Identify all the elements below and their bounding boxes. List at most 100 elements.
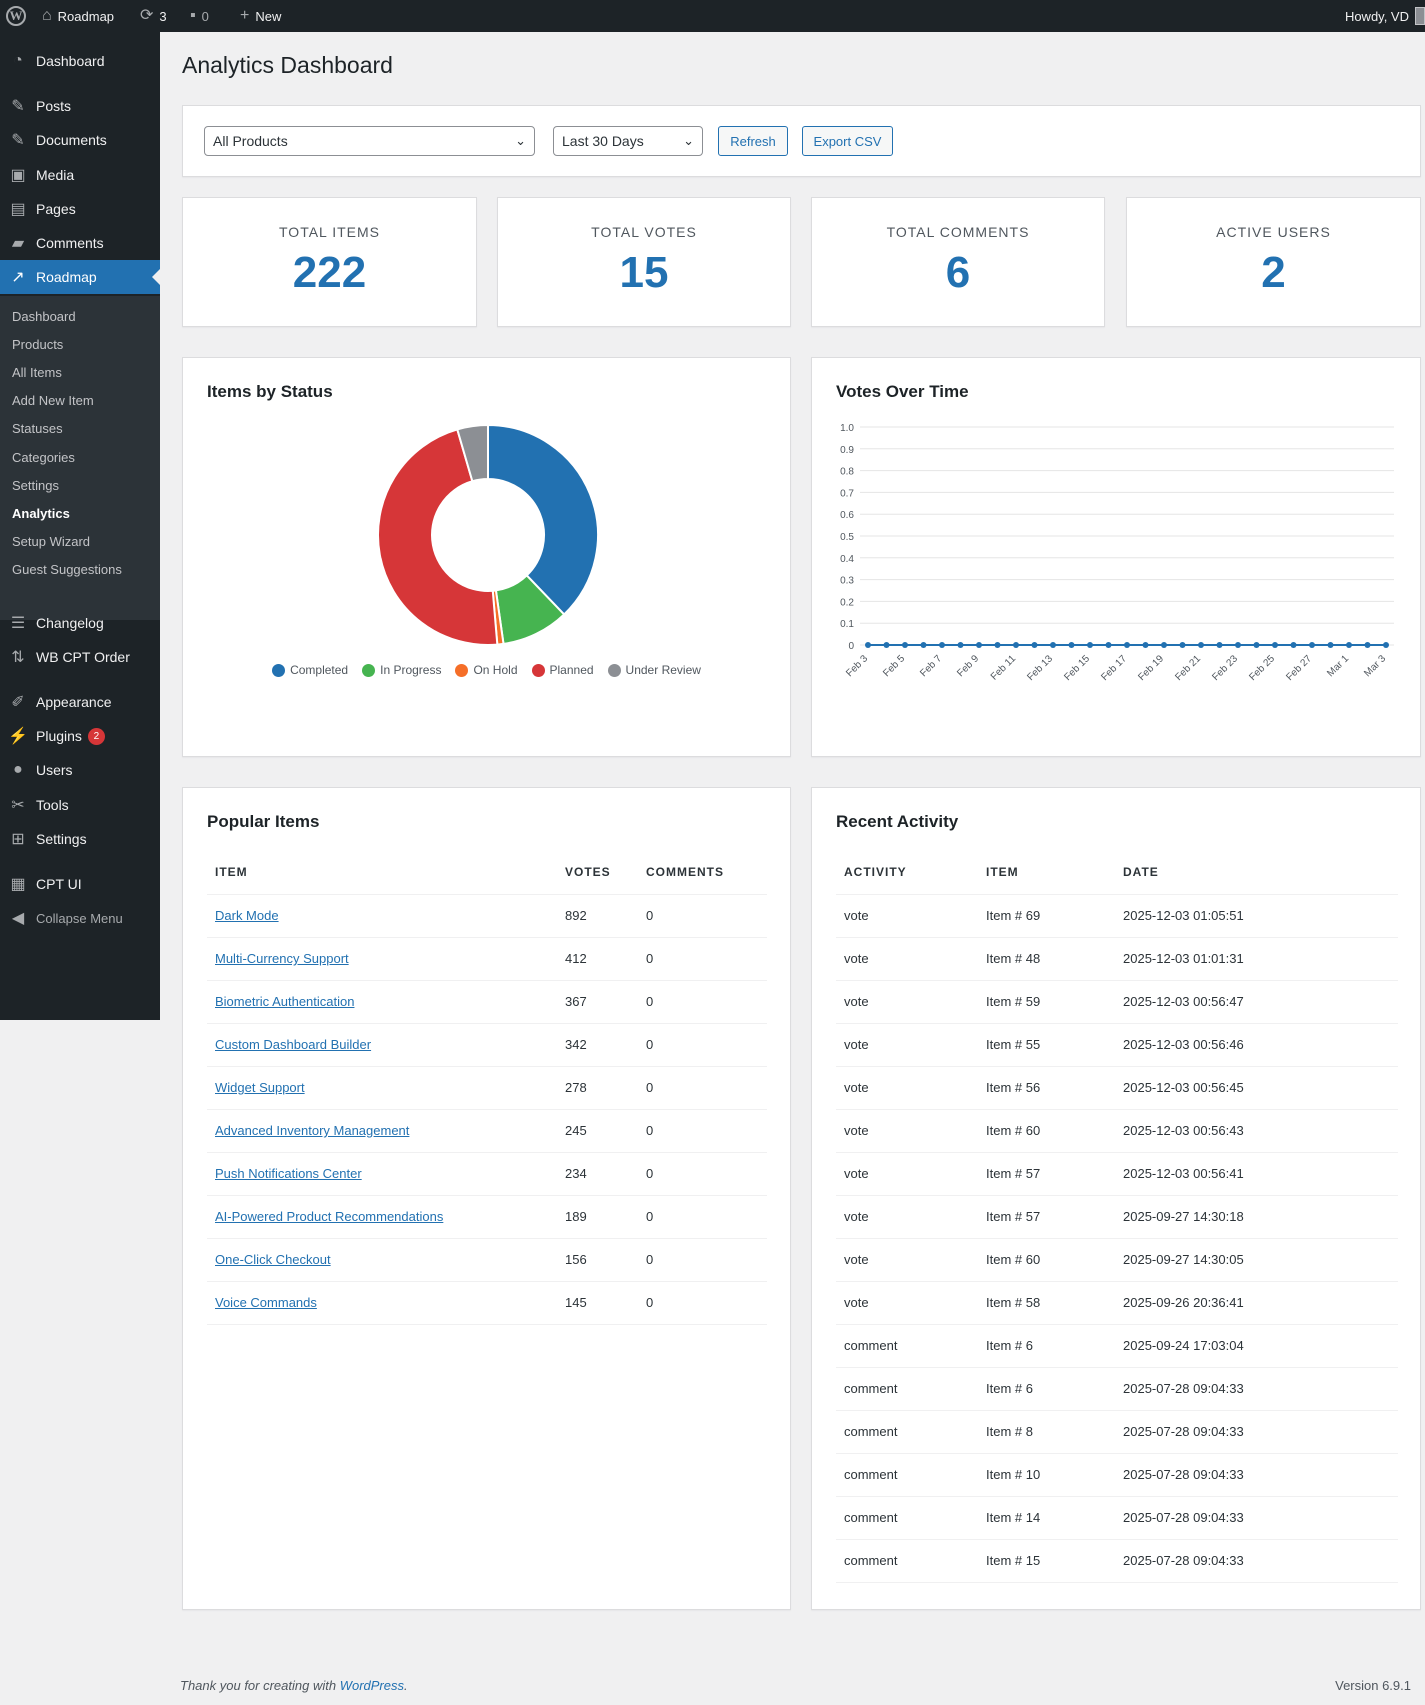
item-link[interactable]: AI-Powered Product Recommendations [215, 1209, 444, 1224]
submenu-dashboard[interactable]: Dashboard [12, 308, 76, 324]
menu-plugins[interactable]: ⚡ Plugins 2 [0, 719, 160, 753]
item-link[interactable]: Widget Support [215, 1080, 305, 1095]
data-point [1124, 642, 1130, 648]
y-tick-label: 0 [848, 641, 854, 652]
menu-label: WB CPT Order [36, 649, 130, 665]
item-link[interactable]: Biometric Authentication [215, 994, 355, 1009]
legend-item[interactable]: Planned [531, 663, 594, 677]
menu-appearance[interactable]: ✐ Appearance [0, 685, 160, 719]
item-link[interactable]: Dark Mode [215, 908, 279, 923]
item-cell: Item # 56 [978, 1066, 1115, 1110]
table-row: vote Item # 56 2025-12-03 00:56:45 [836, 1066, 1398, 1110]
legend-swatch [272, 663, 286, 677]
votes-cell: 367 [557, 980, 638, 1024]
stat-label: TOTAL ITEMS [279, 224, 380, 240]
wordpress-link[interactable]: WordPress [339, 1678, 404, 1693]
legend-label: Planned [549, 663, 594, 677]
y-tick-label: 0.7 [840, 488, 854, 499]
panel-title: Recent Activity [836, 812, 959, 831]
home-icon: ⌂ [42, 7, 52, 24]
menu-roadmap[interactable]: ↗ Roadmap [0, 260, 160, 294]
popular-items-body: Dark Mode 892 0 Multi-Currency Support 412 0 B… [207, 894, 767, 1325]
submenu-analytics[interactable]: Analytics [12, 505, 70, 521]
menu-posts[interactable]: ✎ Posts [0, 89, 160, 123]
menu-dashboard[interactable]: ◔ Dashboard [0, 44, 160, 78]
activity-type-cell: vote [836, 1109, 978, 1153]
legend-item[interactable]: Completed [272, 663, 348, 677]
legend-swatch [362, 663, 376, 677]
updates-link[interactable]: ⟳ 3 [140, 0, 167, 32]
refresh-button[interactable]: Refresh [718, 126, 788, 156]
stat-card-total-comments: TOTAL COMMENTS 6 [811, 197, 1105, 327]
avatar [1415, 7, 1425, 25]
panel-title: Votes Over Time [836, 382, 969, 401]
product-select[interactable]: All Products ⌄ [204, 126, 535, 156]
menu-pages[interactable]: ▤ Pages [0, 192, 160, 226]
panel-title: Popular Items [207, 812, 320, 831]
footer-version: Version 6.9.1 [1335, 1678, 1411, 1693]
item-link[interactable]: Advanced Inventory Management [215, 1123, 410, 1138]
table-row: comment Item # 10 2025-07-28 09:04:33 [836, 1453, 1398, 1497]
activity-type-cell: vote [836, 980, 978, 1024]
data-point [1235, 642, 1241, 648]
menu-settings[interactable]: ⊞ Settings [0, 822, 160, 856]
submenu-add-new-item[interactable]: Add New Item [12, 392, 94, 408]
y-tick-label: 1.0 [840, 423, 854, 434]
pin-icon: ✎ [11, 98, 25, 115]
legend-swatch [455, 663, 469, 677]
menu-changelog[interactable]: ☰ Changelog [0, 606, 160, 640]
chevron-down-icon: ⌄ [683, 133, 694, 148]
data-point [1105, 642, 1112, 648]
page-title: Analytics Dashboard [182, 52, 393, 78]
x-tick-label: Feb 11 [989, 653, 1019, 683]
y-tick-label: 0.4 [840, 554, 854, 565]
menu-comments[interactable]: ▰ Comments [0, 226, 160, 260]
submenu-setup-wizard[interactable]: Setup Wizard [12, 533, 91, 549]
y-tick-label: 0.3 [840, 576, 854, 587]
menu-cpt-ui[interactable]: ▦ CPT UI [0, 867, 160, 901]
item-link[interactable]: Multi-Currency Support [215, 951, 349, 966]
my-account-link[interactable]: Howdy, VD [1345, 0, 1425, 32]
status-donut-chart [377, 424, 599, 646]
item-cell: Item # 8 [978, 1410, 1115, 1454]
menu-label: Plugins [36, 728, 82, 744]
submenu-products[interactable]: Products [12, 336, 64, 352]
item-link[interactable]: Voice Commands [215, 1295, 317, 1310]
data-point [1161, 642, 1167, 648]
plug-icon: ⚡ [8, 728, 28, 745]
table-row: Dark Mode 892 0 [207, 894, 767, 938]
item-link[interactable]: One-Click Checkout [215, 1252, 331, 1267]
submenu-settings[interactable]: Settings [12, 477, 59, 493]
comments-cell: 0 [638, 1023, 767, 1067]
stat-value: 2 [1261, 248, 1286, 297]
table-row: vote Item # 57 2025-09-27 14:30:18 [836, 1195, 1398, 1239]
submenu-all-items[interactable]: All Items [12, 364, 62, 380]
menu-label: Tools [36, 797, 69, 813]
submenu-categories[interactable]: Categories [12, 449, 75, 465]
wordpress-logo-button[interactable]: W [6, 0, 26, 32]
date-cell: 2025-12-03 01:01:31 [1115, 937, 1398, 981]
submenu-statuses[interactable]: Statuses [12, 420, 63, 436]
menu-users[interactable]: ● Users [0, 753, 160, 787]
legend-item[interactable]: On Hold [455, 663, 518, 677]
menu-documents[interactable]: ✎ Documents [0, 123, 160, 157]
site-name-link[interactable]: ⌂ Roadmap [42, 0, 114, 32]
table-row: Widget Support 278 0 [207, 1066, 767, 1110]
export-csv-button[interactable]: Export CSV [802, 126, 893, 156]
legend-item[interactable]: In Progress [362, 663, 441, 677]
submenu-guest-suggestions[interactable]: Guest Suggestions [12, 561, 122, 577]
menu-media[interactable]: ▣ Media [0, 158, 160, 192]
item-link[interactable]: Custom Dashboard Builder [215, 1037, 372, 1052]
legend-item[interactable]: Under Review [607, 663, 701, 677]
footer-thanks-text: Thank you for creating with [180, 1678, 340, 1693]
collapse-menu-button[interactable]: ◀ Collapse Menu [0, 901, 160, 935]
stat-card-total-items: TOTAL ITEMS 222 [182, 197, 477, 327]
date-range-select[interactable]: Last 30 Days ⌄ [553, 126, 703, 156]
menu-wb-cpt-order[interactable]: ⇅ WB CPT Order [0, 640, 160, 674]
legend-swatch [531, 663, 545, 677]
menu-label: Settings [36, 831, 87, 847]
new-content-link[interactable]: + New [240, 0, 281, 32]
item-link[interactable]: Push Notifications Center [215, 1166, 362, 1181]
comments-link[interactable]: ▪ 0 [190, 0, 209, 32]
menu-tools[interactable]: ✂ Tools [0, 788, 160, 822]
